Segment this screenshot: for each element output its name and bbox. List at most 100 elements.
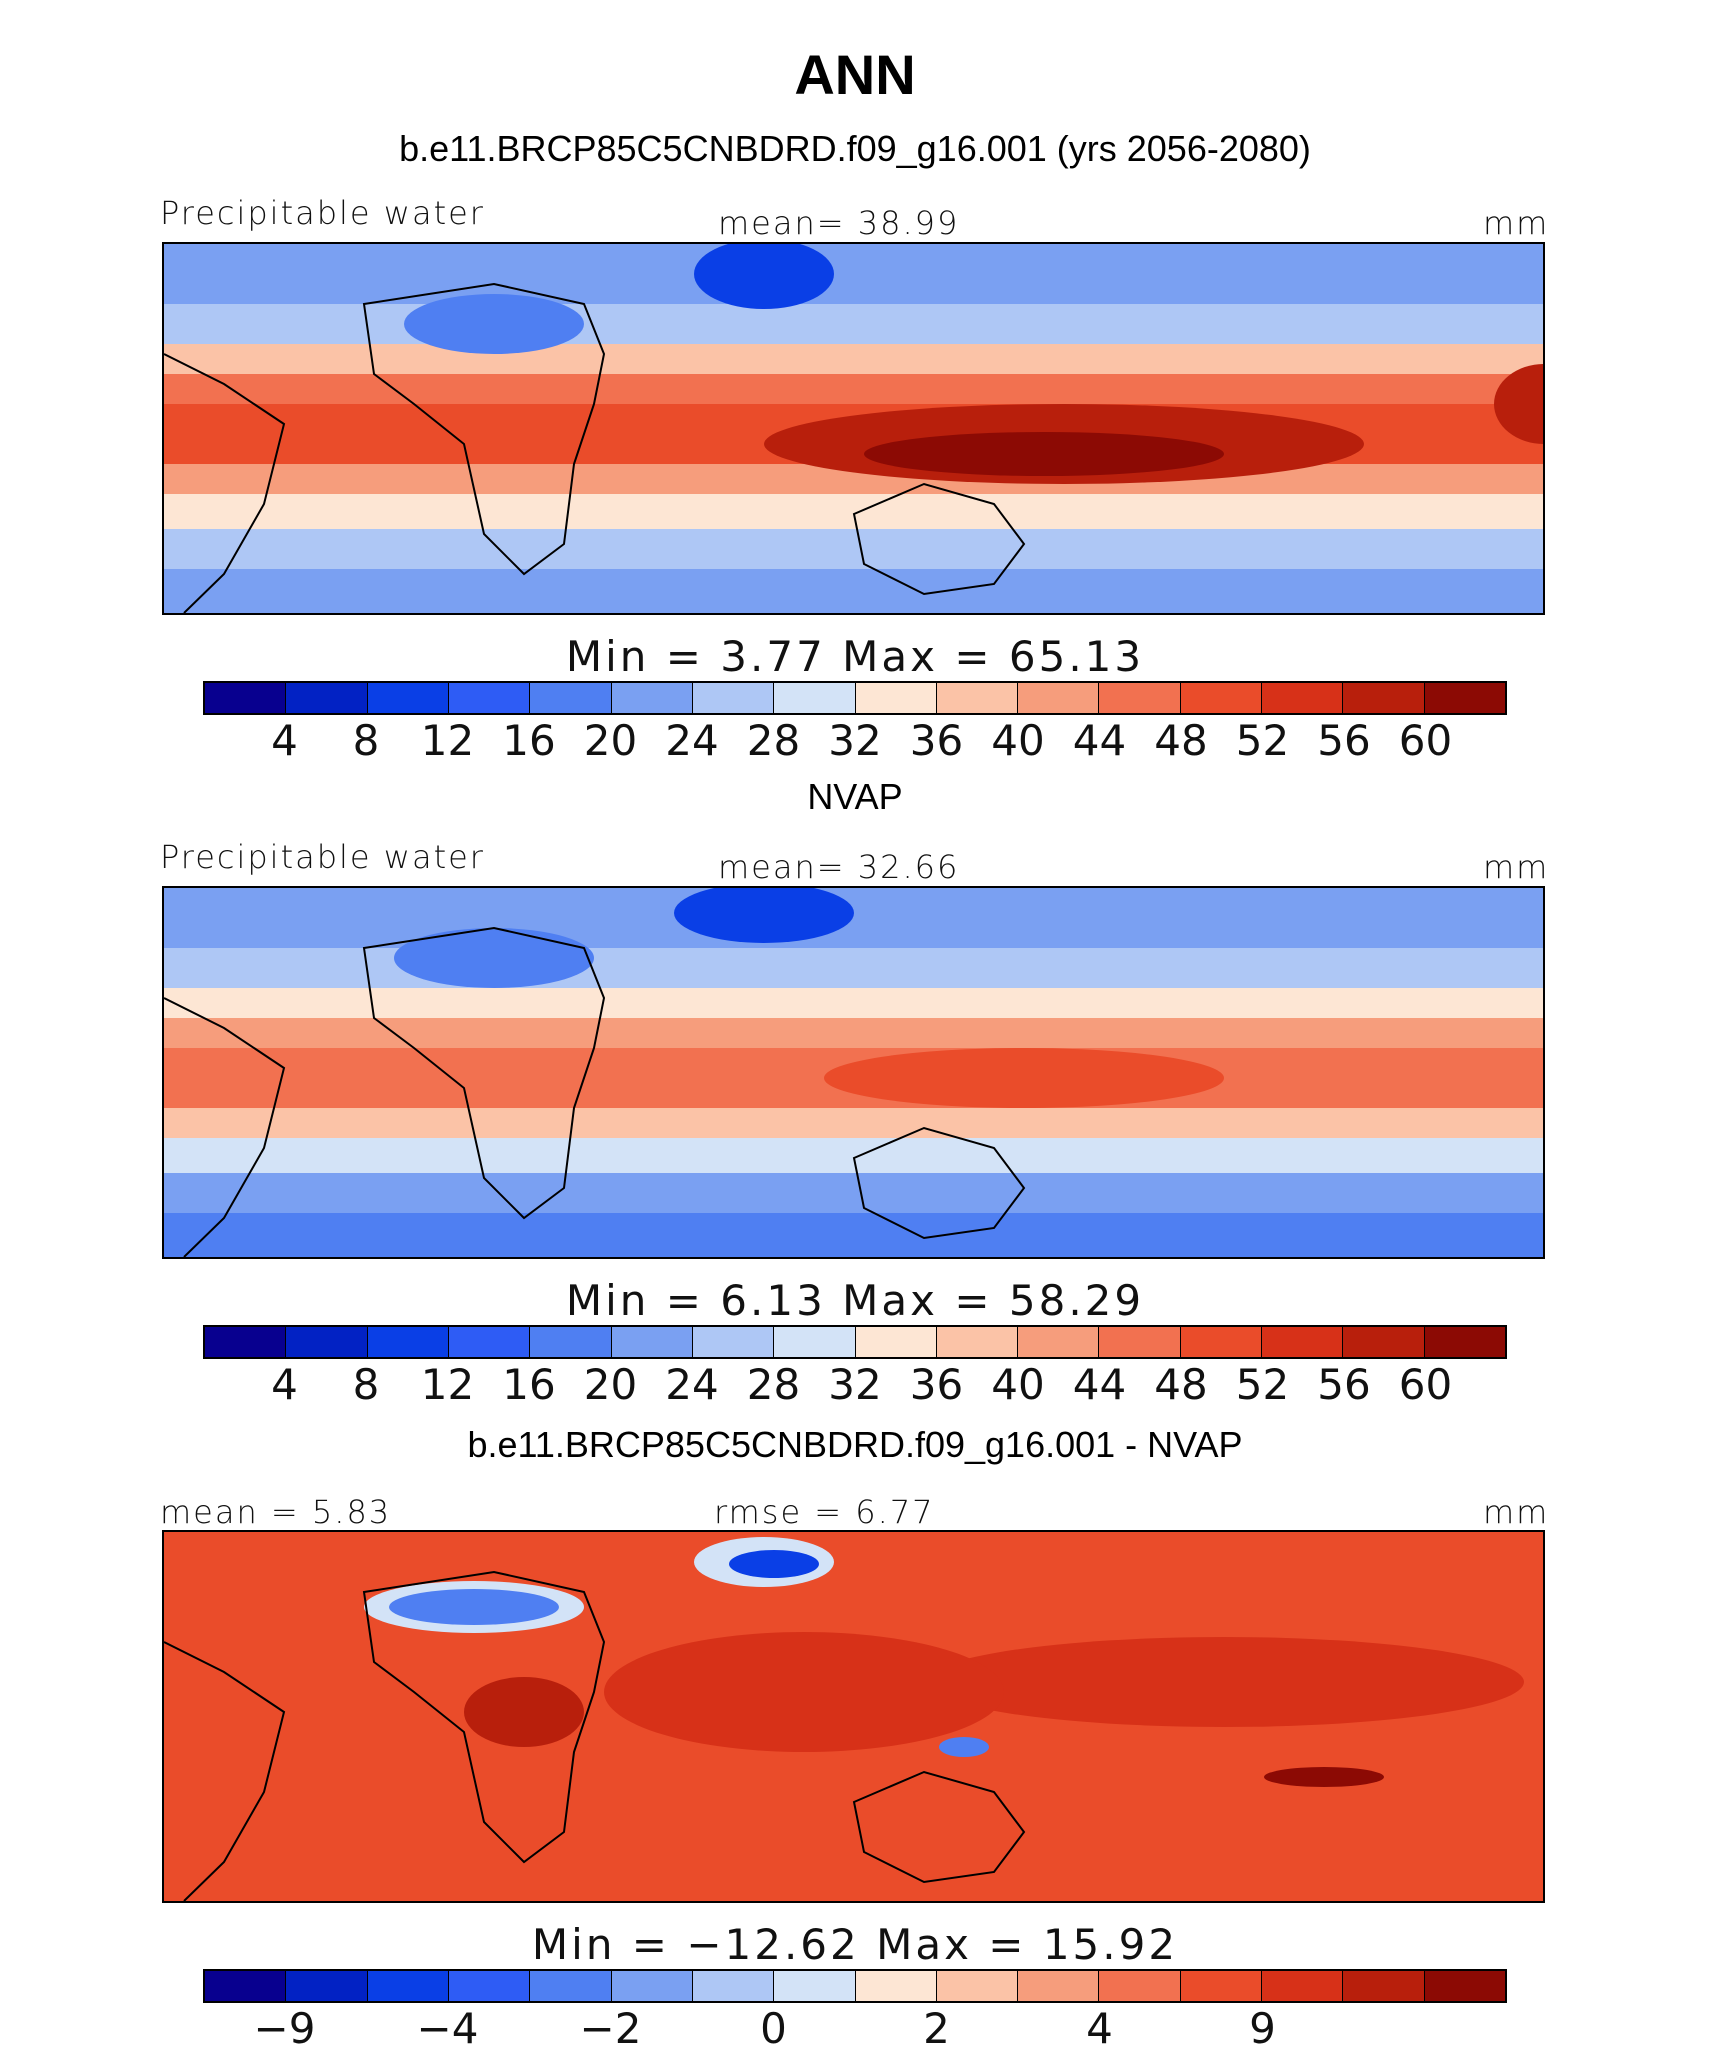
colorbar-tick-label: 16 [502, 716, 556, 765]
colorbar-tick-label: 4 [271, 716, 298, 765]
tibet-low [694, 244, 834, 309]
south-tropic-band [164, 1108, 1543, 1138]
colorbar-swatch [1099, 1327, 1181, 1357]
panel-title-model: b.e11.BRCP85C5CNBDRD.f09_g16.001 (yrs 20… [399, 128, 1311, 169]
colorbar-swatch [530, 683, 612, 713]
colorbar-tick-label: 4 [271, 1360, 298, 1409]
colorbar-tick-label: 28 [746, 716, 801, 765]
colorbar-tick-label: 9 [1249, 2004, 1276, 2053]
colorbar-tick-label: 0 [760, 2004, 787, 2053]
africa-coastline [362, 926, 606, 1220]
south-subtrop-band [164, 494, 1543, 529]
colorbar-swatch [1180, 1971, 1263, 2001]
colorbar-tick-label: 40 [991, 1360, 1045, 1409]
panel3-colorbar-ticks: −9 −4 −2 0 2 4 9 [203, 2004, 1507, 2054]
colorbar-swatch [1424, 1971, 1505, 2001]
south-mid-band [164, 529, 1543, 569]
north-tropic-band [164, 1018, 1543, 1048]
colorbar-swatch [1343, 1327, 1425, 1357]
colorbar-swatch [1262, 1327, 1344, 1357]
amazon-high [1494, 364, 1543, 444]
colorbar-tick-label: 8 [352, 716, 380, 765]
warm-pool [824, 1048, 1224, 1108]
panel2-colorbar [203, 1325, 1507, 1359]
colorbar-swatch [448, 683, 531, 713]
colorbar-swatch [1099, 1971, 1181, 2001]
pacific-high [924, 1637, 1524, 1727]
colorbar-swatch [530, 1327, 612, 1357]
panel3-mean-label: mean = 5.83 [160, 1493, 392, 1531]
colorbar-tick-label: 12 [420, 716, 475, 765]
panel2-units-label: mm [1483, 848, 1550, 886]
north-band [164, 888, 1543, 948]
colorbar-tick-label: 48 [1154, 1360, 1208, 1409]
colorbar-swatch [1424, 1327, 1505, 1357]
sahara-low [404, 294, 584, 354]
colorbar-swatch [936, 683, 1019, 713]
colorbar-swatch [367, 1327, 449, 1357]
panel1-mean-label: mean= 38.99 [718, 204, 960, 242]
colorbar-swatch [448, 1971, 531, 2001]
colorbar-swatch [367, 1971, 449, 2001]
colorbar-swatch [692, 1327, 775, 1357]
sahara-low [394, 928, 594, 988]
colorbar-swatch [1018, 683, 1100, 713]
colorbar-tick-label: 24 [665, 1360, 719, 1409]
colorbar-swatch [692, 683, 775, 713]
colorbar-swatch [1424, 683, 1505, 713]
north-subtrop-band [164, 988, 1543, 1018]
colorbar-swatch [611, 1327, 693, 1357]
panel1-map [162, 242, 1545, 615]
colorbar-tick-label: 56 [1317, 716, 1371, 765]
sahara-low [389, 1589, 559, 1625]
north-tropic-band [164, 374, 1543, 404]
colorbar-swatch [367, 683, 449, 713]
colorbar-tick-label: −9 [253, 2004, 316, 2053]
colorbar-swatch [1262, 683, 1344, 713]
colorbar-swatch [286, 1971, 368, 2001]
colorbar-swatch [774, 1971, 856, 2001]
colorbar-tick-label: 4 [1086, 2004, 1113, 2053]
panel2-map [162, 886, 1545, 1259]
figure-title: ANN [794, 43, 916, 106]
panel1-colorbar-ticks: 4 8 12 16 20 24 28 32 36 40 44 48 52 56 60 [203, 716, 1507, 766]
colorbar-swatch [936, 1971, 1019, 2001]
panel3-rmse-label: rmse = 6.77 [714, 1493, 935, 1531]
south-mid-band [164, 1173, 1543, 1213]
colorbar-swatch [1180, 683, 1263, 713]
panel1-units-label: mm [1483, 204, 1550, 242]
tibet-low [729, 1550, 819, 1578]
colorbar-tick-label: 28 [746, 1360, 801, 1409]
panel1-colorbar [203, 681, 1507, 715]
panel-title-diff: b.e11.BRCP85C5CNBDRD.f09_g16.001 - NVAP [467, 1424, 1243, 1465]
colorbar-swatch [1343, 683, 1425, 713]
africa-coastline [362, 282, 606, 576]
colorbar-tick-label: 56 [1317, 1360, 1371, 1409]
colorbar-tick-label: 8 [352, 1360, 380, 1409]
colorbar-tick-label: 36 [909, 716, 964, 765]
colorbar-swatch [855, 1971, 937, 2001]
colorbar-tick-label: 40 [991, 716, 1045, 765]
colorbar-tick-label: 44 [1072, 716, 1127, 765]
africa-high [464, 1677, 584, 1747]
panel3-colorbar [203, 1969, 1507, 2003]
colorbar-tick-label: 20 [583, 1360, 638, 1409]
colorbar-tick-label: 60 [1398, 716, 1453, 765]
north-band [164, 244, 1543, 304]
colorbar-tick-label: 36 [909, 1360, 964, 1409]
north-subtrop-band [164, 344, 1543, 374]
colorbar-swatch [205, 1971, 287, 2001]
colorbar-tick-label: 12 [420, 1360, 475, 1409]
panel2-variable-label: Precipitable water [160, 838, 485, 876]
south-america-coastline [164, 1641, 286, 1901]
colorbar-tick-label: 44 [1072, 1360, 1127, 1409]
colorbar-swatch [286, 1327, 368, 1357]
panel3-min-max: Min = −12.62 Max = 15.92 [531, 1920, 1179, 1969]
colorbar-swatch [1262, 1971, 1344, 2001]
indian-high [604, 1632, 1004, 1752]
colorbar-tick-label: −4 [416, 2004, 479, 2053]
south-subtrop-band [164, 1138, 1543, 1173]
new-guinea-low [939, 1737, 989, 1757]
colorbar-swatch [530, 1971, 612, 2001]
colorbar-swatch [774, 683, 856, 713]
